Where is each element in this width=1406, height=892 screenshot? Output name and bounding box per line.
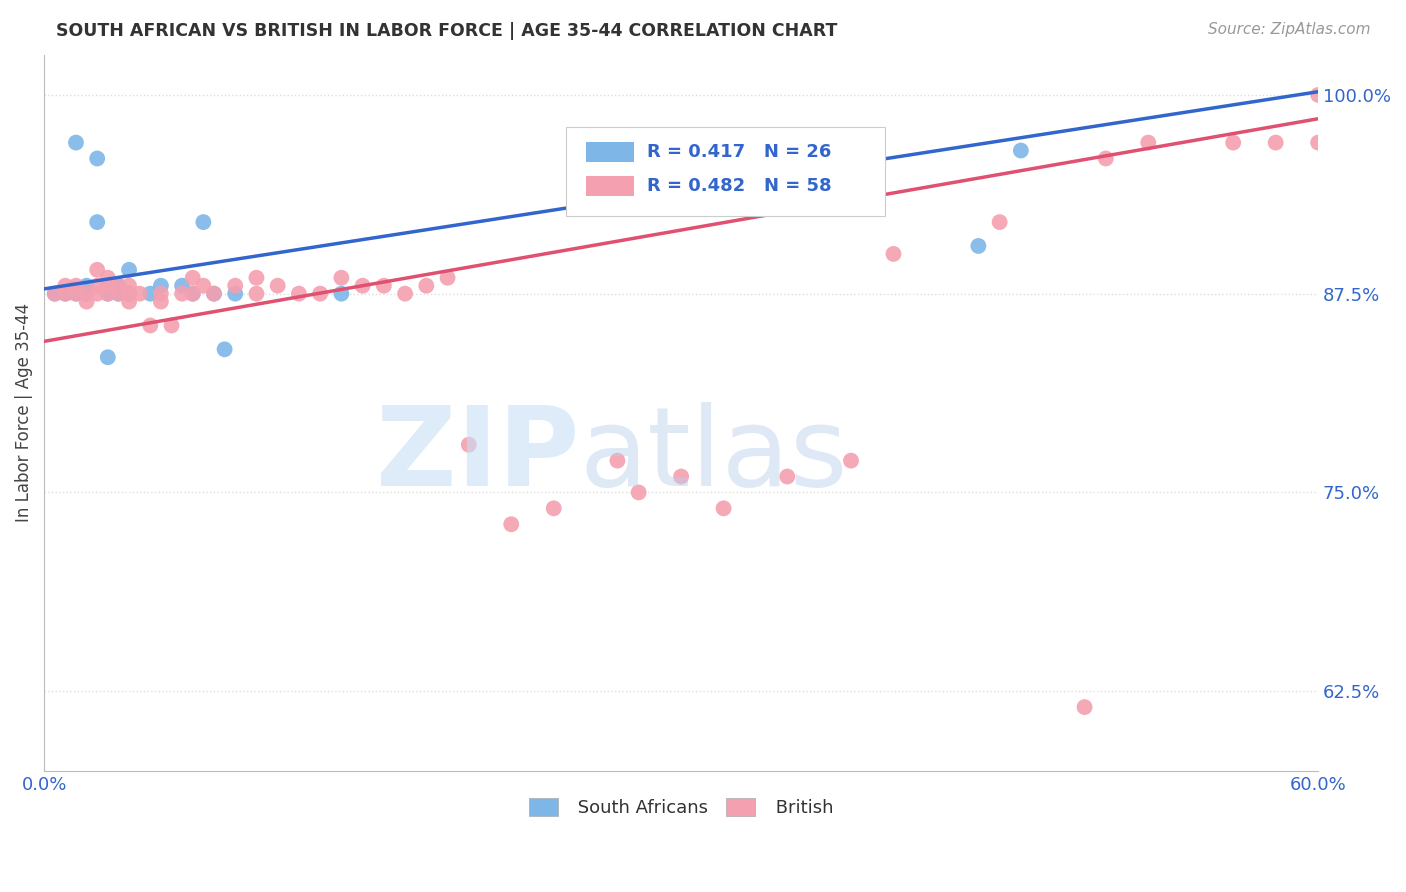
Point [330,286,353,301]
Point [988,215,1011,229]
Point [193,278,215,293]
Point [44,286,66,301]
Point [543,501,565,516]
Point [1264,136,1286,150]
Point [86,286,108,301]
Text: Source: ZipAtlas.com: Source: ZipAtlas.com [1208,22,1371,37]
Point [172,278,194,293]
Point [149,286,172,301]
Point [107,278,129,293]
Y-axis label: In Labor Force | Age 35-44: In Labor Force | Age 35-44 [15,303,32,523]
Point [1308,87,1330,102]
Point [202,286,225,301]
Point [86,262,108,277]
Point [65,136,87,150]
Legend:  South Africans,  British: South Africans, British [520,789,842,826]
Point [65,278,87,293]
Point [214,343,236,357]
Point [415,278,437,293]
FancyBboxPatch shape [567,127,884,216]
Point [394,286,416,301]
Point [181,286,204,301]
Point [128,286,150,301]
Point [118,262,141,277]
Point [330,270,353,285]
Point [501,517,523,532]
Point [149,278,172,293]
Text: atlas: atlas [579,402,848,509]
Point [1308,136,1330,150]
Point [107,278,129,293]
Point [149,294,172,309]
Point [1010,144,1032,158]
Point [53,286,76,301]
Point [1222,136,1244,150]
Point [627,485,650,500]
Point [172,286,194,301]
Point [713,501,735,516]
Point [86,152,108,166]
Point [53,286,76,301]
Point [107,286,129,301]
Point [107,286,129,301]
Point [224,286,246,301]
Point [139,318,162,333]
Point [97,286,120,301]
Point [139,286,162,301]
Point [202,286,225,301]
FancyBboxPatch shape [585,142,634,161]
Text: SOUTH AFRICAN VS BRITISH IN LABOR FORCE | AGE 35-44 CORRELATION CHART: SOUTH AFRICAN VS BRITISH IN LABOR FORCE … [56,22,838,40]
Text: R = 0.482   N = 58: R = 0.482 N = 58 [647,178,831,195]
Point [118,278,141,293]
Point [245,286,267,301]
Point [839,453,862,467]
Point [53,278,76,293]
Point [65,286,87,301]
Text: ZIP: ZIP [375,402,579,509]
Point [97,278,120,293]
Point [1073,700,1095,714]
Point [224,278,246,293]
Point [97,270,120,285]
Point [288,286,311,301]
Point [776,469,799,483]
Point [193,215,215,229]
Point [65,286,87,301]
Point [373,278,395,293]
Point [457,438,479,452]
Point [118,286,141,301]
Point [245,270,267,285]
Point [882,247,904,261]
Point [76,286,98,301]
Point [118,286,141,301]
Point [1094,152,1116,166]
Point [181,270,204,285]
Point [1137,136,1160,150]
Point [669,469,692,483]
Point [606,453,628,467]
Point [181,286,204,301]
Text: R = 0.417   N = 26: R = 0.417 N = 26 [647,143,831,161]
Point [160,318,183,333]
Point [97,286,120,301]
Point [86,278,108,293]
Point [352,278,374,293]
Point [266,278,288,293]
Point [76,278,98,293]
Point [97,351,120,365]
Point [86,215,108,229]
Point [76,286,98,301]
Point [309,286,332,301]
Point [97,278,120,293]
Point [967,239,990,253]
Point [76,294,98,309]
FancyBboxPatch shape [585,176,634,196]
Point [44,286,66,301]
Point [118,294,141,309]
Point [436,270,458,285]
